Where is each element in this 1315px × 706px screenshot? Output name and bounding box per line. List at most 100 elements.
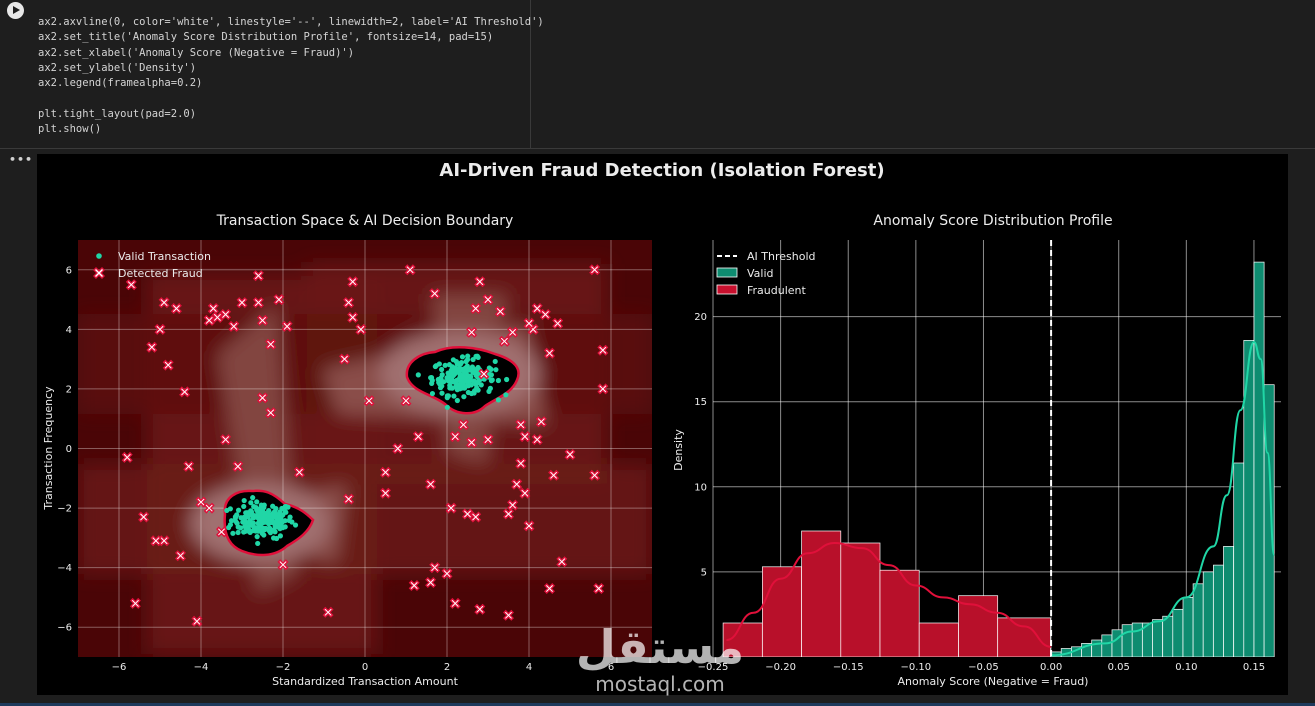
fraud-point (511, 478, 523, 490)
output-menu-button[interactable]: ••• (9, 153, 34, 166)
fraud-point (343, 297, 355, 309)
right-y-axis-label: Density (672, 429, 685, 471)
fraud-point (363, 395, 375, 407)
valid-bar (1202, 571, 1214, 657)
y-tick-label: 6 (66, 265, 72, 276)
valid-point (450, 379, 456, 385)
fraud-point (519, 431, 531, 443)
valid-point (277, 533, 283, 539)
valid-point (242, 523, 248, 530)
fraud-point (544, 583, 555, 594)
fraud-point (441, 568, 453, 580)
valid-point (454, 361, 460, 367)
fraud-point (158, 297, 170, 309)
fraud-bar (879, 569, 920, 657)
valid-point (461, 394, 467, 400)
x-tick-label: −6 (112, 662, 127, 673)
fraud-point (425, 478, 437, 490)
fraud-point (228, 320, 240, 332)
bottom-border (0, 703, 1315, 706)
fraud-point (400, 395, 412, 407)
fraud-point (474, 603, 486, 615)
legend-fraud-label: Detected Fraud (118, 267, 203, 280)
valid-point (452, 365, 458, 371)
fraud-point (482, 434, 494, 446)
x-tick-label: 0.15 (1243, 662, 1265, 673)
right-axis-ticks: −0.25 −0.20 −0.15 −0.10 −0.05 0.00 0.05 0.10 0.1… (694, 312, 1265, 673)
valid-bar (1101, 634, 1113, 657)
fraud-point (216, 526, 227, 538)
fraud-point (507, 499, 519, 511)
valid-point (261, 504, 267, 511)
code-editor[interactable]: ax2.axvline(0, color='white', linestyle=… (30, 0, 544, 148)
fraud-point (146, 341, 158, 353)
code-line: plt.show() (38, 123, 102, 136)
watermark-arabic: مستقل (576, 620, 744, 674)
fraud-point (162, 359, 174, 371)
valid-point (475, 387, 481, 393)
code-line: ax2.set_xlabel('Anomaly Score (Negative … (38, 46, 355, 59)
fraud-point (347, 276, 359, 288)
valid-bar (1233, 462, 1245, 657)
fraud-point (515, 457, 527, 469)
code-cell: ax2.axvline(0, color='white', linestyle=… (0, 0, 1315, 148)
legend-fraud-label: Fraudulent (747, 284, 807, 297)
fraud-point (252, 270, 264, 282)
valid-point (428, 375, 434, 381)
valid-kde-curve (1051, 341, 1276, 657)
valid-point (458, 359, 465, 366)
valid-point (228, 518, 235, 524)
valid-bar (1172, 608, 1184, 657)
valid-bar (1263, 384, 1275, 657)
fraud-bar (762, 566, 802, 657)
valid-point (495, 377, 502, 384)
valid-point (489, 377, 495, 383)
valid-point (463, 365, 469, 371)
fraud-point (593, 583, 605, 594)
valid-point (271, 527, 277, 533)
right-chart-title: Anomaly Score Distribution Profile (873, 213, 1112, 229)
fraud-points (121, 264, 609, 627)
run-cell-button[interactable] (7, 2, 24, 19)
fraud-point (412, 431, 424, 443)
valid-point (248, 508, 254, 514)
valid-point (488, 372, 494, 378)
fraud-point (179, 386, 191, 398)
valid-point (495, 397, 502, 403)
fraud-bar (840, 542, 881, 657)
fraud-point (355, 323, 367, 335)
fraud-point (503, 609, 514, 621)
code-text[interactable]: ax2.axvline(0, color='white', linestyle=… (38, 15, 544, 137)
legend-fraud-swatch (716, 284, 738, 295)
right-legend: AI Threshold Valid Fraudulent (716, 250, 815, 297)
fraud-point (191, 615, 203, 627)
code-line: ax2.legend(framealpha=0.2) (38, 77, 203, 90)
valid-point (278, 515, 284, 521)
fraud-point (170, 303, 182, 314)
fraud-point (552, 317, 564, 329)
x-tick-label: 2 (444, 662, 450, 673)
fraud-point (339, 353, 350, 365)
fraud-kde-curve (726, 541, 1052, 648)
valid-point (232, 514, 239, 520)
valid-point (270, 520, 277, 526)
fraud-point (466, 437, 478, 448)
valid-point (235, 507, 242, 513)
fraud-point (425, 577, 437, 588)
y-tick-label: 10 (694, 482, 707, 493)
valid-point (241, 503, 247, 510)
watermark: مستقل mostaql.com (576, 620, 744, 696)
fraud-point (482, 294, 494, 306)
valid-point (451, 371, 458, 377)
valid-point (415, 372, 421, 378)
valid-point (267, 529, 273, 535)
x-tick-label: −0.15 (833, 662, 864, 673)
valid-point (488, 366, 494, 372)
fraud-point (203, 314, 215, 326)
valid-point (455, 368, 461, 374)
left-legend: Valid Transaction Detected Fraud (93, 250, 211, 280)
fraud-point (183, 460, 195, 472)
fraud-point (466, 326, 478, 338)
x-tick-label: −4 (194, 662, 209, 673)
valid-point (286, 517, 292, 524)
